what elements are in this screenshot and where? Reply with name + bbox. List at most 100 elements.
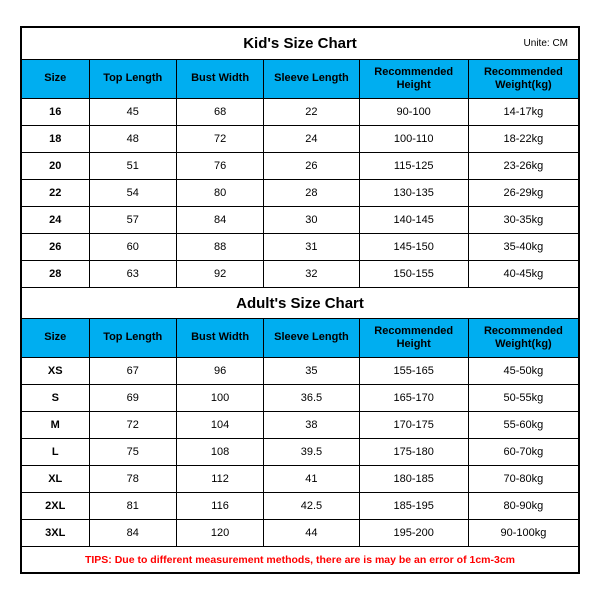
table-row: 24578430140-14530-35kg — [22, 206, 578, 233]
header-cell: Size — [22, 319, 90, 357]
table-row: S6910036.5165-17050-55kg — [22, 384, 578, 411]
table-cell: 51 — [90, 153, 177, 179]
header-cell: Sleeve Length — [264, 319, 359, 357]
table-cell: 84 — [90, 520, 177, 546]
table-cell: 57 — [90, 207, 177, 233]
table-cell: 67 — [90, 358, 177, 384]
table-cell: 145-150 — [360, 234, 469, 260]
unit-label: Unite: CM — [524, 38, 568, 49]
table-cell: M — [22, 412, 90, 438]
table-cell: 36.5 — [264, 385, 359, 411]
table-cell: 48 — [90, 126, 177, 152]
table-cell: 155-165 — [360, 358, 469, 384]
table-row: 1645682290-10014-17kg — [22, 98, 578, 125]
table-cell: 112 — [177, 466, 264, 492]
adults-data-rows: XS679635155-16545-50kgS6910036.5165-1705… — [22, 357, 578, 546]
table-cell: 130-135 — [360, 180, 469, 206]
table-cell: 3XL — [22, 520, 90, 546]
table-cell: 90-100 — [360, 99, 469, 125]
table-cell: 26 — [22, 234, 90, 260]
table-cell: 41 — [264, 466, 359, 492]
adults-header-row: Size Top Length Bust Width Sleeve Length… — [22, 319, 578, 357]
table-cell: 54 — [90, 180, 177, 206]
table-cell: 2XL — [22, 493, 90, 519]
table-cell: 32 — [264, 261, 359, 287]
table-cell: 42.5 — [264, 493, 359, 519]
table-cell: 80-90kg — [469, 493, 578, 519]
table-cell: 165-170 — [360, 385, 469, 411]
table-row: 28639232150-15540-45kg — [22, 260, 578, 287]
table-cell: 44 — [264, 520, 359, 546]
table-cell: 38 — [264, 412, 359, 438]
table-cell: 55-60kg — [469, 412, 578, 438]
table-cell: 140-145 — [360, 207, 469, 233]
header-cell: Top Length — [90, 60, 177, 98]
table-cell: 35 — [264, 358, 359, 384]
table-cell: 78 — [90, 466, 177, 492]
table-cell: 39.5 — [264, 439, 359, 465]
table-cell: 60 — [90, 234, 177, 260]
kids-title-row: Kid's Size Chart Unite: CM — [22, 28, 578, 60]
table-cell: 63 — [90, 261, 177, 287]
header-cell: Bust Width — [177, 60, 264, 98]
table-cell: 92 — [177, 261, 264, 287]
table-cell: 31 — [264, 234, 359, 260]
table-cell: 45 — [90, 99, 177, 125]
table-row: 2XL8111642.5185-19580-90kg — [22, 492, 578, 519]
table-cell: 195-200 — [360, 520, 469, 546]
table-cell: 75 — [90, 439, 177, 465]
table-cell: XS — [22, 358, 90, 384]
table-cell: 60-70kg — [469, 439, 578, 465]
table-cell: 16 — [22, 99, 90, 125]
table-cell: 20 — [22, 153, 90, 179]
table-cell: 108 — [177, 439, 264, 465]
table-cell: 180-185 — [360, 466, 469, 492]
adults-title-row: Adult's Size Chart — [22, 287, 578, 319]
table-cell: 90-100kg — [469, 520, 578, 546]
table-cell: 23-26kg — [469, 153, 578, 179]
table-cell: 72 — [90, 412, 177, 438]
table-cell: 18-22kg — [469, 126, 578, 152]
table-cell: 104 — [177, 412, 264, 438]
table-cell: L — [22, 439, 90, 465]
table-row: 18487224100-11018-22kg — [22, 125, 578, 152]
table-cell: 84 — [177, 207, 264, 233]
table-row: 26608831145-15035-40kg — [22, 233, 578, 260]
table-cell: 30-35kg — [469, 207, 578, 233]
table-cell: 81 — [90, 493, 177, 519]
table-cell: 185-195 — [360, 493, 469, 519]
header-cell: Recommended Height — [360, 319, 469, 357]
table-row: 3XL8412044195-20090-100kg — [22, 519, 578, 546]
kids-title: Kid's Size Chart — [22, 35, 578, 52]
table-cell: 30 — [264, 207, 359, 233]
table-cell: 88 — [177, 234, 264, 260]
table-cell: 120 — [177, 520, 264, 546]
table-cell: 100 — [177, 385, 264, 411]
header-cell: Size — [22, 60, 90, 98]
table-row: XS679635155-16545-50kg — [22, 357, 578, 384]
table-cell: 115-125 — [360, 153, 469, 179]
table-cell: 50-55kg — [469, 385, 578, 411]
table-row: L7510839.5175-18060-70kg — [22, 438, 578, 465]
table-cell: 22 — [22, 180, 90, 206]
table-cell: S — [22, 385, 90, 411]
table-cell: 26-29kg — [469, 180, 578, 206]
table-cell: 22 — [264, 99, 359, 125]
table-row: XL7811241180-18570-80kg — [22, 465, 578, 492]
kids-header-row: Size Top Length Bust Width Sleeve Length… — [22, 60, 578, 98]
table-cell: 28 — [264, 180, 359, 206]
table-row: 22548028130-13526-29kg — [22, 179, 578, 206]
table-row: M7210438170-17555-60kg — [22, 411, 578, 438]
table-row: 20517626115-12523-26kg — [22, 152, 578, 179]
table-cell: 116 — [177, 493, 264, 519]
header-cell: Recommended Height — [360, 60, 469, 98]
kids-data-rows: 1645682290-10014-17kg18487224100-11018-2… — [22, 98, 578, 287]
tips-text: TIPS: Due to different measurement metho… — [22, 546, 578, 572]
table-cell: 45-50kg — [469, 358, 578, 384]
table-cell: 24 — [22, 207, 90, 233]
table-cell: 170-175 — [360, 412, 469, 438]
header-cell: Recommended Weight(kg) — [469, 319, 578, 357]
adults-title: Adult's Size Chart — [22, 295, 578, 312]
table-cell: 70-80kg — [469, 466, 578, 492]
table-cell: 150-155 — [360, 261, 469, 287]
